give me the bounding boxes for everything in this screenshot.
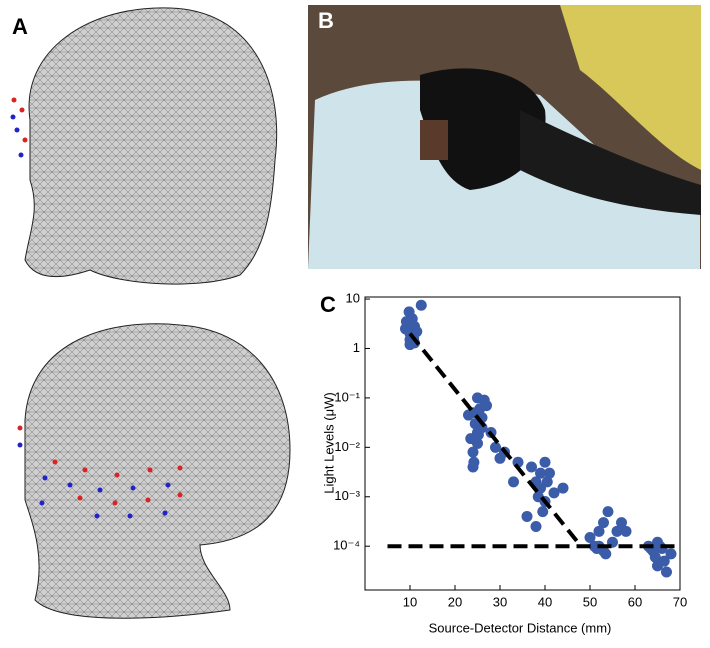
x-tick-label: 40 — [538, 594, 552, 609]
y-tick-label: 10⁻² — [334, 439, 360, 454]
y-tick-label: 10⁻³ — [334, 488, 360, 503]
point — [490, 441, 501, 453]
point — [472, 429, 484, 441]
point — [539, 456, 551, 468]
point — [468, 456, 480, 468]
x-tick-label: 20 — [448, 594, 462, 609]
point — [557, 482, 569, 494]
y-tick-label: 10⁻¹ — [334, 389, 360, 404]
point — [600, 548, 612, 560]
point — [521, 510, 533, 522]
x-tick-label: 70 — [673, 594, 687, 609]
point — [400, 316, 412, 328]
point — [598, 517, 609, 529]
point — [403, 306, 415, 318]
x-tick-label: 30 — [493, 594, 507, 609]
point — [654, 540, 666, 552]
head-mesh-bottom — [17, 323, 291, 619]
x-axis-label: Source-Detector Distance (mm) — [429, 620, 612, 635]
point — [593, 525, 605, 537]
point — [472, 437, 483, 449]
photo — [308, 5, 701, 270]
point — [658, 555, 670, 567]
panel-label: C — [320, 292, 336, 317]
point — [544, 467, 555, 479]
point — [541, 476, 553, 488]
dashed-line — [408, 332, 583, 548]
x-tick-label: 50 — [583, 594, 597, 609]
point — [537, 506, 549, 518]
point — [463, 409, 474, 421]
y-tick-label: 10⁻⁴ — [333, 538, 360, 553]
point — [478, 394, 490, 406]
point — [584, 531, 596, 543]
point — [665, 548, 677, 560]
point — [616, 517, 627, 529]
point — [535, 467, 546, 479]
y-tick-label: 10 — [346, 290, 360, 305]
point — [526, 461, 537, 473]
point — [620, 525, 632, 537]
panel-label: B — [318, 8, 334, 33]
point — [467, 446, 479, 458]
point — [508, 476, 519, 488]
point — [649, 551, 661, 563]
y-tick-label: 1 — [353, 340, 360, 355]
point — [611, 525, 623, 537]
point — [530, 521, 542, 533]
panel-label: A — [12, 14, 28, 39]
point — [548, 487, 560, 499]
head-mesh-top — [10, 7, 278, 285]
x-tick-label: 10 — [403, 594, 417, 609]
point — [415, 299, 427, 311]
x-tick-label: 60 — [628, 594, 642, 609]
point — [661, 566, 672, 578]
plot-frame — [364, 296, 681, 591]
y-axis-label: Light Levels (μW) — [321, 392, 336, 493]
point — [602, 506, 614, 518]
